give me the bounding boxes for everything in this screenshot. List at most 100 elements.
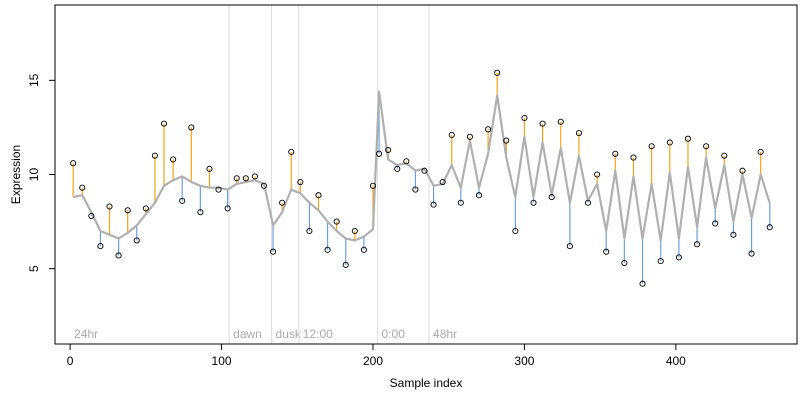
marker-label: dawn: [233, 327, 262, 341]
data-point: [188, 124, 195, 131]
data-point: [648, 143, 655, 150]
data-point: [539, 120, 546, 127]
data-point: [306, 227, 313, 235]
data-point: [315, 192, 322, 199]
data-point: [684, 135, 692, 142]
data-point: [466, 133, 473, 140]
y-tick-label: 15: [27, 73, 41, 87]
data-point: [215, 186, 222, 193]
data-point: [179, 197, 186, 204]
data-point: [360, 246, 367, 253]
data-point: [394, 165, 401, 172]
fit-layer: [72, 90, 771, 242]
data-point: [712, 220, 719, 227]
data-point: [703, 143, 710, 150]
data-point: [288, 148, 295, 155]
data-point: [279, 199, 286, 206]
data-point: [233, 175, 240, 182]
fitted-line: [72, 90, 771, 242]
data-point: [142, 205, 149, 212]
data-point: [603, 248, 610, 255]
data-point: [503, 137, 510, 144]
x-tick-label: 100: [212, 354, 232, 368]
data-point: [324, 246, 331, 253]
marker-label: 24hr: [74, 327, 98, 341]
data-point: [730, 231, 737, 238]
data-point: [242, 175, 249, 182]
x-tick-label: 0: [67, 354, 74, 368]
data-point: [530, 199, 537, 206]
data-point: [694, 241, 701, 248]
data-point: [106, 203, 113, 210]
data-point: [521, 114, 528, 122]
data-point: [260, 182, 268, 189]
data-point: [197, 209, 204, 216]
data-point: [160, 120, 168, 127]
data-point: [342, 261, 349, 268]
data-point: [457, 199, 464, 206]
data-point: [251, 173, 258, 180]
data-point: [124, 207, 131, 214]
data-point: [757, 148, 764, 155]
data-point: [97, 243, 104, 250]
data-point: [748, 250, 755, 257]
y-tick-label: 10: [27, 168, 41, 182]
x-tick-label: 400: [666, 354, 686, 368]
axis-layer: 0 100 200 300 400 5 10 15: [27, 4, 798, 368]
data-point: [475, 192, 483, 199]
marker-layer: 24hr dawn dusk 12:00 0:00 48hr: [74, 5, 457, 344]
data-point: [151, 152, 158, 159]
data-point: [421, 167, 428, 174]
data-point: [270, 248, 277, 255]
marker-label: 0:00: [382, 327, 406, 341]
data-point: [412, 186, 419, 193]
x-tick-label: 300: [514, 354, 534, 368]
data-point: [566, 243, 573, 250]
data-point: [170, 156, 177, 163]
y-tick-label: 5: [27, 265, 41, 272]
plot-frame: [54, 4, 798, 345]
data-point: [439, 178, 446, 186]
data-point: [115, 252, 122, 259]
data-point: [485, 126, 492, 133]
data-point: [448, 131, 455, 138]
data-point: [369, 182, 377, 189]
data-point: [675, 254, 682, 261]
data-point: [376, 150, 383, 157]
data-point: [630, 154, 637, 161]
data-point: [657, 258, 664, 265]
data-point: [594, 171, 601, 178]
data-point: [639, 280, 646, 287]
data-point: [88, 212, 95, 219]
data-point: [224, 205, 231, 212]
point-layer: [70, 69, 773, 287]
data-point: [333, 218, 340, 225]
data-point: [621, 259, 628, 267]
data-point: [666, 139, 673, 146]
data-point: [575, 130, 582, 137]
data-point: [133, 237, 140, 244]
marker-label: dusk: [276, 327, 302, 341]
data-point: [766, 224, 773, 231]
data-point: [494, 69, 501, 76]
marker-label: 12:00: [303, 327, 333, 341]
x-tick-label: 200: [363, 354, 383, 368]
data-point: [721, 152, 728, 159]
y-axis-label: Expression: [9, 145, 23, 204]
x-axis-label: Sample index: [390, 376, 463, 390]
data-point: [70, 160, 77, 167]
marker-label: 48hr: [433, 327, 457, 341]
data-point: [297, 178, 304, 186]
data-point: [557, 118, 564, 125]
data-point: [385, 146, 392, 154]
data-point: [612, 150, 619, 157]
data-point: [403, 158, 410, 165]
data-point: [548, 194, 555, 201]
data-point: [351, 227, 358, 235]
data-point: [79, 184, 86, 191]
data-point: [739, 167, 746, 174]
data-point: [512, 227, 519, 235]
data-point: [206, 165, 213, 172]
